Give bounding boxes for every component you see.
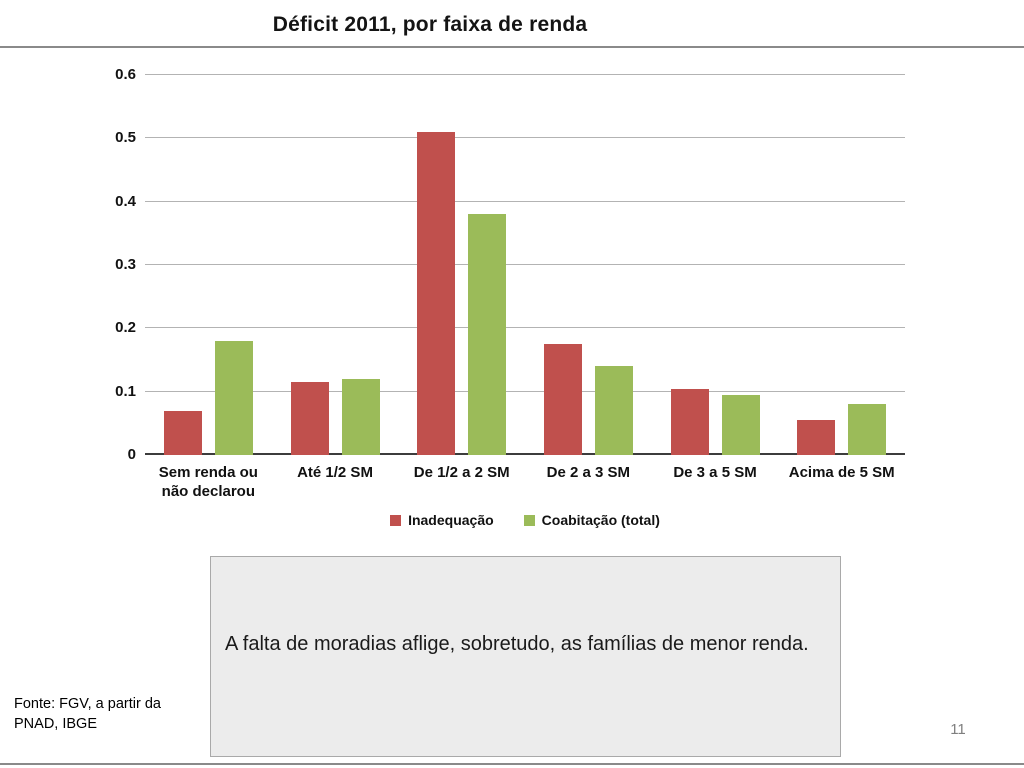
gridline	[145, 390, 905, 392]
x-category-label: De 2 a 3 SM	[546, 464, 631, 481]
y-axis: 0 0.1 0.2 0.3 0.4 0.5 0.6	[88, 66, 136, 463]
legend-label: Coabitação (total)	[541, 512, 660, 528]
y-tick-label: 0.6	[115, 66, 136, 83]
y-tick-label: 0.1	[115, 382, 136, 400]
x-category-label: Acima de 5 SM	[788, 464, 895, 481]
bar-series-0-cat-4	[670, 388, 709, 455]
gridline	[145, 74, 905, 75]
bar-groups	[145, 75, 905, 455]
bar-series-0-cat-2	[417, 132, 456, 455]
note-box: A falta de moradias aflige, sobretudo, a…	[210, 556, 841, 757]
x-category-label: De 3 a 5 SM	[673, 464, 757, 481]
bar-series-1-cat-0	[214, 341, 253, 455]
bar-group	[778, 75, 905, 455]
y-tick-label: 0.3	[115, 256, 136, 273]
bar-group	[525, 75, 652, 455]
bar-series-0-cat-0	[163, 410, 202, 455]
y-tick-label: 0.4	[115, 192, 136, 210]
bar-group	[652, 75, 779, 455]
x-axis: Sem renda ou não declarou Até 1/2 SM De 1/…	[145, 464, 905, 502]
gridlines	[145, 74, 905, 455]
page-number: 11	[950, 721, 966, 738]
gridline	[145, 137, 905, 139]
gridline	[145, 200, 905, 202]
bar-group	[145, 75, 272, 455]
x-axis-baseline	[145, 453, 905, 455]
legend-item: Coabitação (total)	[523, 512, 660, 528]
bar-series-0-cat-5	[797, 420, 836, 455]
top-divider	[0, 46, 1024, 48]
x-category-label: Até 1/2 SM	[297, 464, 373, 481]
y-tick-label: 0.2	[115, 319, 136, 337]
gridline	[145, 327, 905, 329]
y-tick-label: 0	[127, 446, 136, 463]
note-text: A falta de moradias aflige, sobretudo, a…	[225, 633, 809, 655]
gridline	[145, 264, 905, 265]
bar-series-1-cat-3	[594, 366, 633, 455]
legend-swatch-icon	[523, 514, 535, 526]
bar-chart	[145, 74, 905, 455]
x-category-label: De 1/2 a 2 SM	[413, 464, 510, 481]
bottom-divider	[0, 763, 1024, 765]
legend-swatch-icon	[390, 514, 402, 526]
bar-series-0-cat-3	[543, 344, 582, 455]
bar-series-0-cat-1	[290, 382, 329, 455]
bar-group	[398, 75, 525, 455]
x-category-label: Sem renda ou não declarou	[158, 464, 258, 500]
source-text: Fonte: FGV, a partir da PNAD, IBGE	[14, 696, 161, 732]
bar-series-1-cat-2	[468, 214, 507, 455]
page-title: Déficit 2011, por faixa de renda	[272, 13, 588, 36]
y-tick-label: 0.5	[115, 129, 136, 147]
legend-item: Inadequação	[390, 512, 494, 528]
bar-series-1-cat-1	[341, 379, 380, 455]
bar-series-1-cat-4	[721, 394, 760, 455]
chart-legend: Inadequação Coabitação (total)	[145, 512, 905, 528]
bar-series-1-cat-5	[848, 404, 887, 455]
legend-label: Inadequação	[408, 512, 494, 528]
bar-group	[272, 75, 399, 455]
